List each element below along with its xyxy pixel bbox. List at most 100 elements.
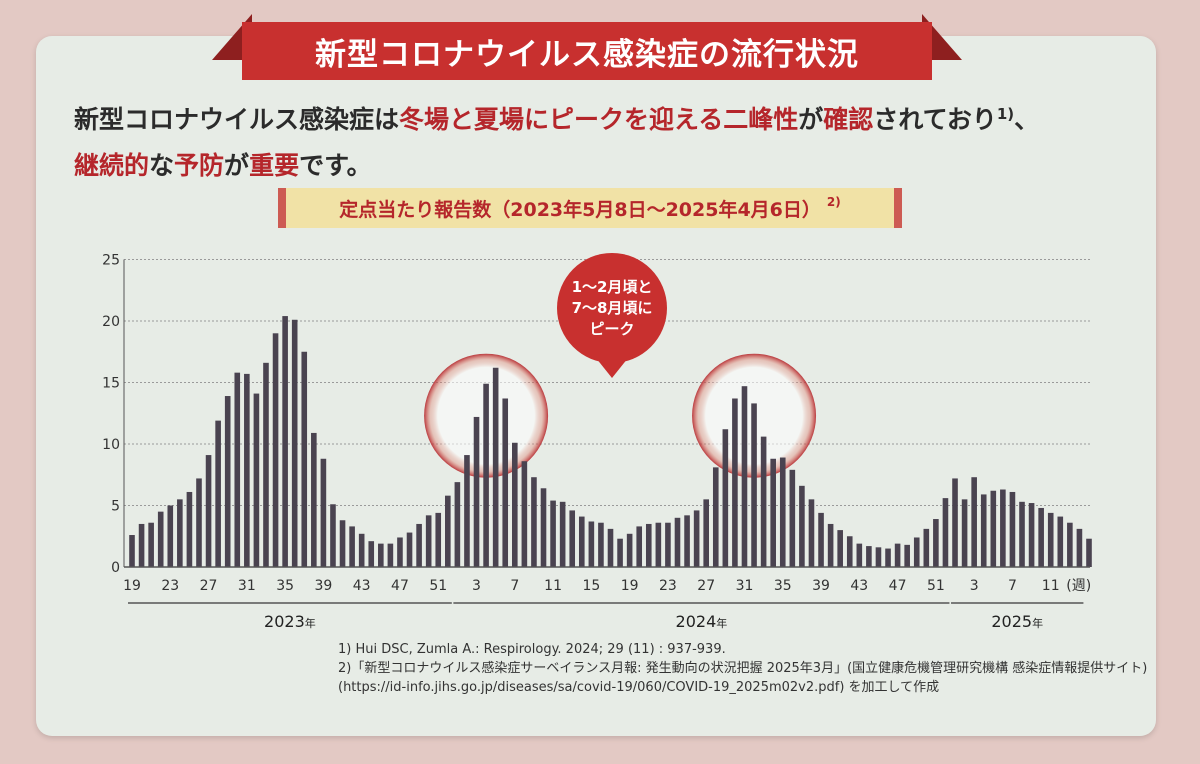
bar [741,386,748,567]
bar [1000,489,1006,567]
bar [712,467,719,567]
callout-text: 7〜8月頃に [572,299,653,317]
bar [406,532,413,567]
bar [502,398,509,567]
bar [224,396,231,567]
bar [846,536,853,567]
references: 1) Hui DSC, Zumla A.: Respirology. 2024;… [338,640,1147,697]
x-tick-label: 3 [472,578,481,594]
bar [349,526,355,567]
year-label: 2025年 [991,612,1043,631]
x-tick-label: 47 [889,578,907,594]
bar [272,333,279,567]
headline: 新型コロナウイルス感染症は冬場と夏場にピークを迎える二峰性が確認されており1)、… [74,97,1134,189]
bar [626,533,633,567]
bar [339,520,346,567]
bar [1028,503,1035,567]
headline-highlight: 予防 [174,151,225,180]
bar [521,461,528,567]
bar [282,316,288,567]
x-tick-label: 27 [200,578,218,594]
bar [904,544,910,567]
bar [445,495,451,567]
bar [1019,501,1025,567]
bar [751,403,757,567]
bar [253,393,260,567]
bar [531,477,537,567]
x-tick-label: 39 [314,578,332,594]
bar [578,516,585,567]
bar [205,455,212,567]
bar [358,533,365,567]
bar [760,436,767,567]
x-unit-label: (週) [1066,578,1091,594]
bar [980,494,987,567]
bar [799,485,805,567]
bar [1047,512,1054,567]
headline-part: 新型コロナウイルス感染症は [74,105,400,134]
x-tick-label: 31 [736,578,754,594]
bar [435,512,442,567]
headline-part: 、 [1014,105,1040,134]
x-tick-label: 27 [697,578,715,594]
bar [693,510,700,567]
bar [636,526,643,567]
headline-part: が [224,151,250,180]
bar [138,523,145,567]
bar [215,420,221,567]
bar [655,522,662,567]
bar [196,478,202,567]
bar [808,499,815,567]
x-tick-label: 3 [970,578,979,594]
bar [512,442,518,567]
bar [722,429,729,567]
x-tick-label: 47 [391,578,409,594]
bar [818,512,824,567]
y-tick-label: 0 [111,560,120,576]
bar [157,511,164,567]
year-label: 2023年 [264,612,316,631]
bar [732,398,738,567]
bar [894,543,901,567]
bar [492,367,499,567]
bar [990,490,997,567]
bar [1038,507,1044,567]
banner-title: 新型コロナウイルス感染症の流行状況 [242,22,932,80]
reference-1: 1) Hui DSC, Zumla A.: Respirology. 2024;… [338,642,726,657]
bar [416,523,422,567]
x-tick-label: 7 [1008,578,1017,594]
bar [473,416,480,567]
bar [167,505,174,567]
bar [885,548,891,567]
headline-part: されており [873,105,997,134]
x-tick-label: 51 [429,578,447,594]
callout-bubble [557,253,667,363]
x-tick-label: 35 [276,578,294,594]
bar [770,458,776,567]
bar [789,469,796,567]
y-tick-label: 15 [102,376,120,392]
reference-3: (https://id-info.jihs.go.jp/diseases/sa/… [338,680,940,695]
bar [933,519,939,567]
bar [425,515,432,567]
bar [942,498,949,567]
headline-highlight: 重要 [249,151,300,180]
bar [311,432,317,567]
bar [1076,528,1083,567]
year-label: 2024年 [676,612,728,631]
bar [330,504,336,567]
footnote-marker: 1) [996,105,1015,123]
y-tick-label: 5 [111,499,120,515]
headline-highlight: 冬場と夏場にピークを迎える二峰性 [399,105,799,134]
bar [263,362,269,567]
callout-pointer [596,358,628,378]
x-tick-label: 7 [510,578,519,594]
y-tick-label: 25 [102,253,120,269]
x-tick-label: 51 [927,578,945,594]
bar [320,458,327,567]
bar [856,543,863,567]
bar [617,538,623,567]
x-tick-label: 43 [850,578,868,594]
bar [1067,522,1073,567]
x-tick-label: 19 [621,578,639,594]
